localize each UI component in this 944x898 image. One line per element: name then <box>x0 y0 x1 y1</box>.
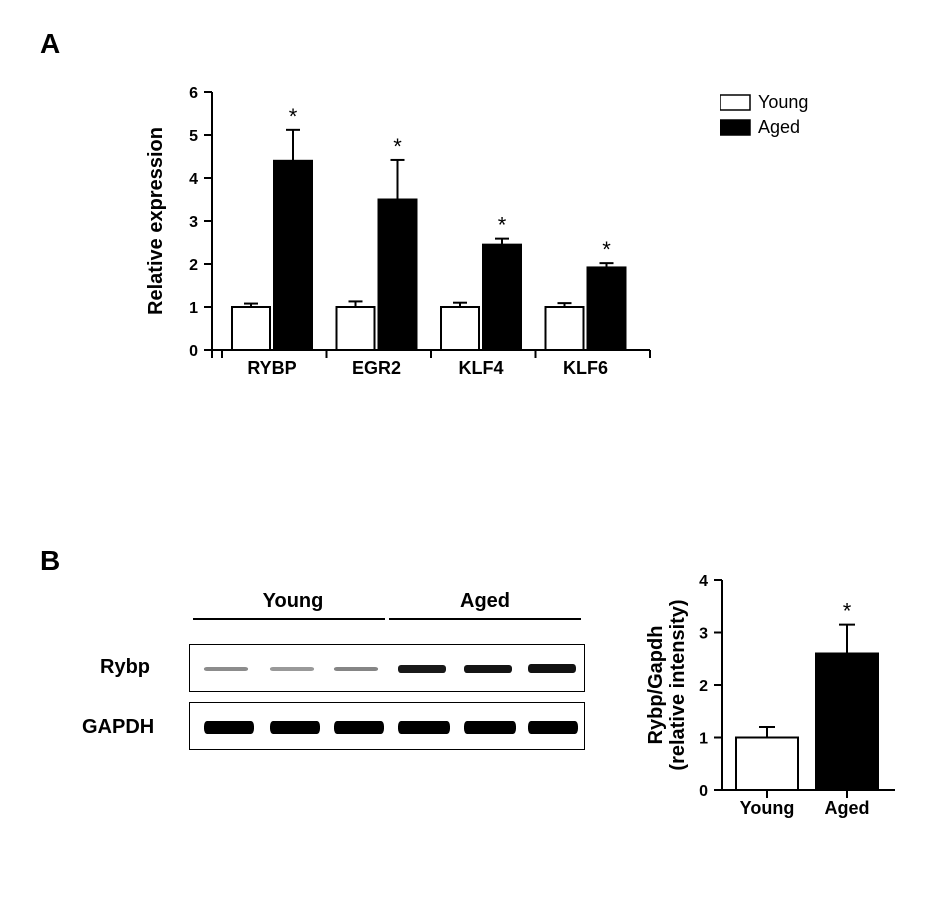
panel-a-chart: 0 1 2 3 4 5 6 * * * * Relative expression RYBP EGR… <box>140 80 700 400</box>
svg-text:RYBP: RYBP <box>247 358 296 378</box>
svg-text:*: * <box>498 213 507 238</box>
svg-text:0: 0 <box>189 343 198 360</box>
panel-b-ytitle-2: (relative intensity) <box>667 599 689 770</box>
panel-b-label: B <box>40 545 60 577</box>
rybp-band-3 <box>334 667 378 671</box>
blot-container: Young Aged <box>175 590 595 820</box>
svg-text:5: 5 <box>189 128 198 145</box>
blot-group-young: Young <box>203 590 383 613</box>
svg-text:6: 6 <box>189 85 198 102</box>
rybp-band-5 <box>464 665 512 673</box>
gapdh-band-5 <box>464 721 516 734</box>
panel-b-bars: * <box>736 599 878 798</box>
blot-group-aged: Aged <box>395 590 575 613</box>
svg-text:*: * <box>843 599 852 624</box>
blot-label-gapdh: GAPDH <box>82 716 154 739</box>
svg-text:3: 3 <box>189 214 198 231</box>
svg-text:KLF4: KLF4 <box>459 358 504 378</box>
panel-a-catlabels: RYBP EGR2 KLF4 KLF6 <box>247 358 608 378</box>
svg-text:3: 3 <box>699 626 708 643</box>
svg-text:2: 2 <box>189 257 198 274</box>
panel-b-ytitle-1: Rybp/Gapdh <box>645 626 667 745</box>
panel-a-label: A <box>40 28 60 60</box>
svg-text:1: 1 <box>699 731 708 748</box>
svg-text:*: * <box>393 134 402 159</box>
svg-text:EGR2: EGR2 <box>352 358 401 378</box>
panel-a-yticks: 0 1 2 3 4 5 6 <box>189 85 212 360</box>
svg-text:0: 0 <box>699 783 708 800</box>
svg-text:*: * <box>602 237 611 262</box>
svg-text:4: 4 <box>699 573 708 590</box>
svg-text:KLF6: KLF6 <box>563 358 608 378</box>
panel-a-ytitle: Relative expression <box>145 127 167 315</box>
svg-text:4: 4 <box>189 171 198 188</box>
rybp-band-4 <box>398 665 446 673</box>
blot-line-young <box>193 618 385 620</box>
svg-text:Aged: Aged <box>825 798 870 818</box>
svg-text:Young: Young <box>740 798 795 818</box>
gapdh-band-4 <box>398 721 450 734</box>
legend-label-aged: Aged <box>758 117 800 137</box>
rybp-band-1 <box>204 667 248 671</box>
svg-text:2: 2 <box>699 678 708 695</box>
legend-swatch-young <box>720 95 750 110</box>
panel-b-yticks: 0 1 2 3 4 <box>699 573 722 800</box>
blot-lane-rybp <box>189 644 585 692</box>
svg-text:*: * <box>289 104 298 129</box>
rybp-band-6 <box>528 664 576 673</box>
gapdh-band-6 <box>528 721 578 734</box>
panel-a-legend: Young Aged <box>720 90 890 160</box>
blot-line-aged <box>389 618 581 620</box>
blot-lane-gapdh <box>189 702 585 750</box>
svg-text:1: 1 <box>189 300 198 317</box>
panel-b-chart: 01234 * Rybp/Gapdh (relative intensity) … <box>640 560 920 840</box>
gapdh-band-1 <box>204 721 254 734</box>
blot-label-rybp: Rybp <box>100 656 150 679</box>
panel-a-bars: * * * * <box>212 104 626 358</box>
legend-swatch-aged <box>720 120 750 135</box>
legend-label-young: Young <box>758 92 808 112</box>
rybp-band-2 <box>270 667 314 671</box>
gapdh-band-2 <box>270 721 320 734</box>
gapdh-band-3 <box>334 721 384 734</box>
panel-b-catlabels: Young Aged <box>740 798 870 818</box>
